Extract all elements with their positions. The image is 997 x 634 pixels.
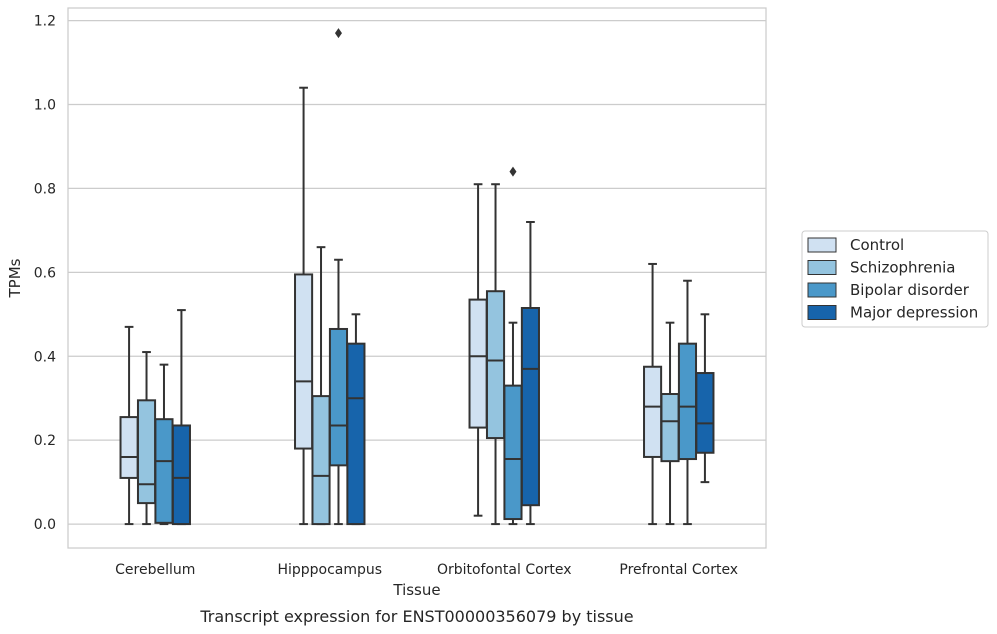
box — [660, 393, 680, 463]
box — [468, 298, 488, 429]
legend: Control Schizophrenia Bipolar disorder Majo… — [801, 230, 989, 328]
legend-label: Schizophrenia — [850, 259, 955, 277]
box-group — [695, 313, 715, 484]
box-group — [294, 86, 314, 526]
x-axis-label: Tissue — [392, 581, 440, 599]
box — [485, 290, 506, 440]
y-tick-label: 0.2 — [34, 433, 56, 449]
box-group — [520, 220, 540, 526]
chart-caption: Transcript expression for ENST0000035607… — [199, 607, 633, 626]
outlier-point — [334, 28, 342, 39]
y-axis-label: TPMs — [6, 258, 24, 298]
legend-swatch — [807, 305, 837, 320]
box-group — [119, 325, 139, 526]
legend-swatch — [807, 237, 837, 253]
box-group — [171, 309, 191, 526]
legend-label: Control — [850, 236, 904, 254]
box — [643, 365, 663, 458]
x-tick-label: Cerebellum — [115, 562, 195, 578]
x-tick-labels: Cerebellum Hipppocampus Orbitofontal Corte… — [115, 562, 738, 578]
box — [154, 418, 174, 524]
box — [346, 342, 366, 526]
box — [136, 399, 157, 505]
box — [695, 372, 715, 454]
box — [311, 395, 331, 526]
legend-swatch — [807, 282, 837, 298]
x-tick-label: Orbitofontal Cortex — [437, 562, 572, 578]
box — [520, 307, 540, 507]
box-group — [485, 183, 506, 526]
box-group — [660, 321, 680, 526]
box — [119, 416, 139, 479]
box-group — [468, 183, 488, 517]
box — [328, 327, 349, 467]
y-tick-labels: 0.0 0.2 0.4 0.6 0.8 1.0 1.2 — [34, 14, 56, 533]
box — [503, 384, 523, 521]
outlier-point — [509, 166, 517, 177]
legend-label: Major depression — [850, 304, 978, 322]
box — [294, 273, 314, 450]
y-tick-label: 0.8 — [34, 181, 56, 197]
legend-swatch — [807, 260, 837, 275]
y-tick-label: 0.4 — [34, 349, 56, 365]
box — [677, 342, 698, 461]
box — [171, 424, 191, 526]
box-groups — [119, 28, 715, 526]
x-tick-label: Hipppocampus — [277, 562, 382, 578]
y-tick-label: 0.6 — [34, 265, 56, 281]
y-tick-label: 1.2 — [34, 14, 56, 30]
box-group — [328, 28, 349, 526]
legend-frame — [801, 230, 989, 328]
box-group — [346, 313, 366, 526]
y-tick-label: 1.0 — [34, 98, 56, 114]
plot-frame — [67, 7, 767, 549]
box-group — [311, 246, 331, 526]
legend-label: Bipolar disorder — [850, 281, 970, 299]
y-tick-label: 0.0 — [34, 517, 56, 533]
x-tick-label: Prefrontal Cortex — [619, 562, 738, 578]
